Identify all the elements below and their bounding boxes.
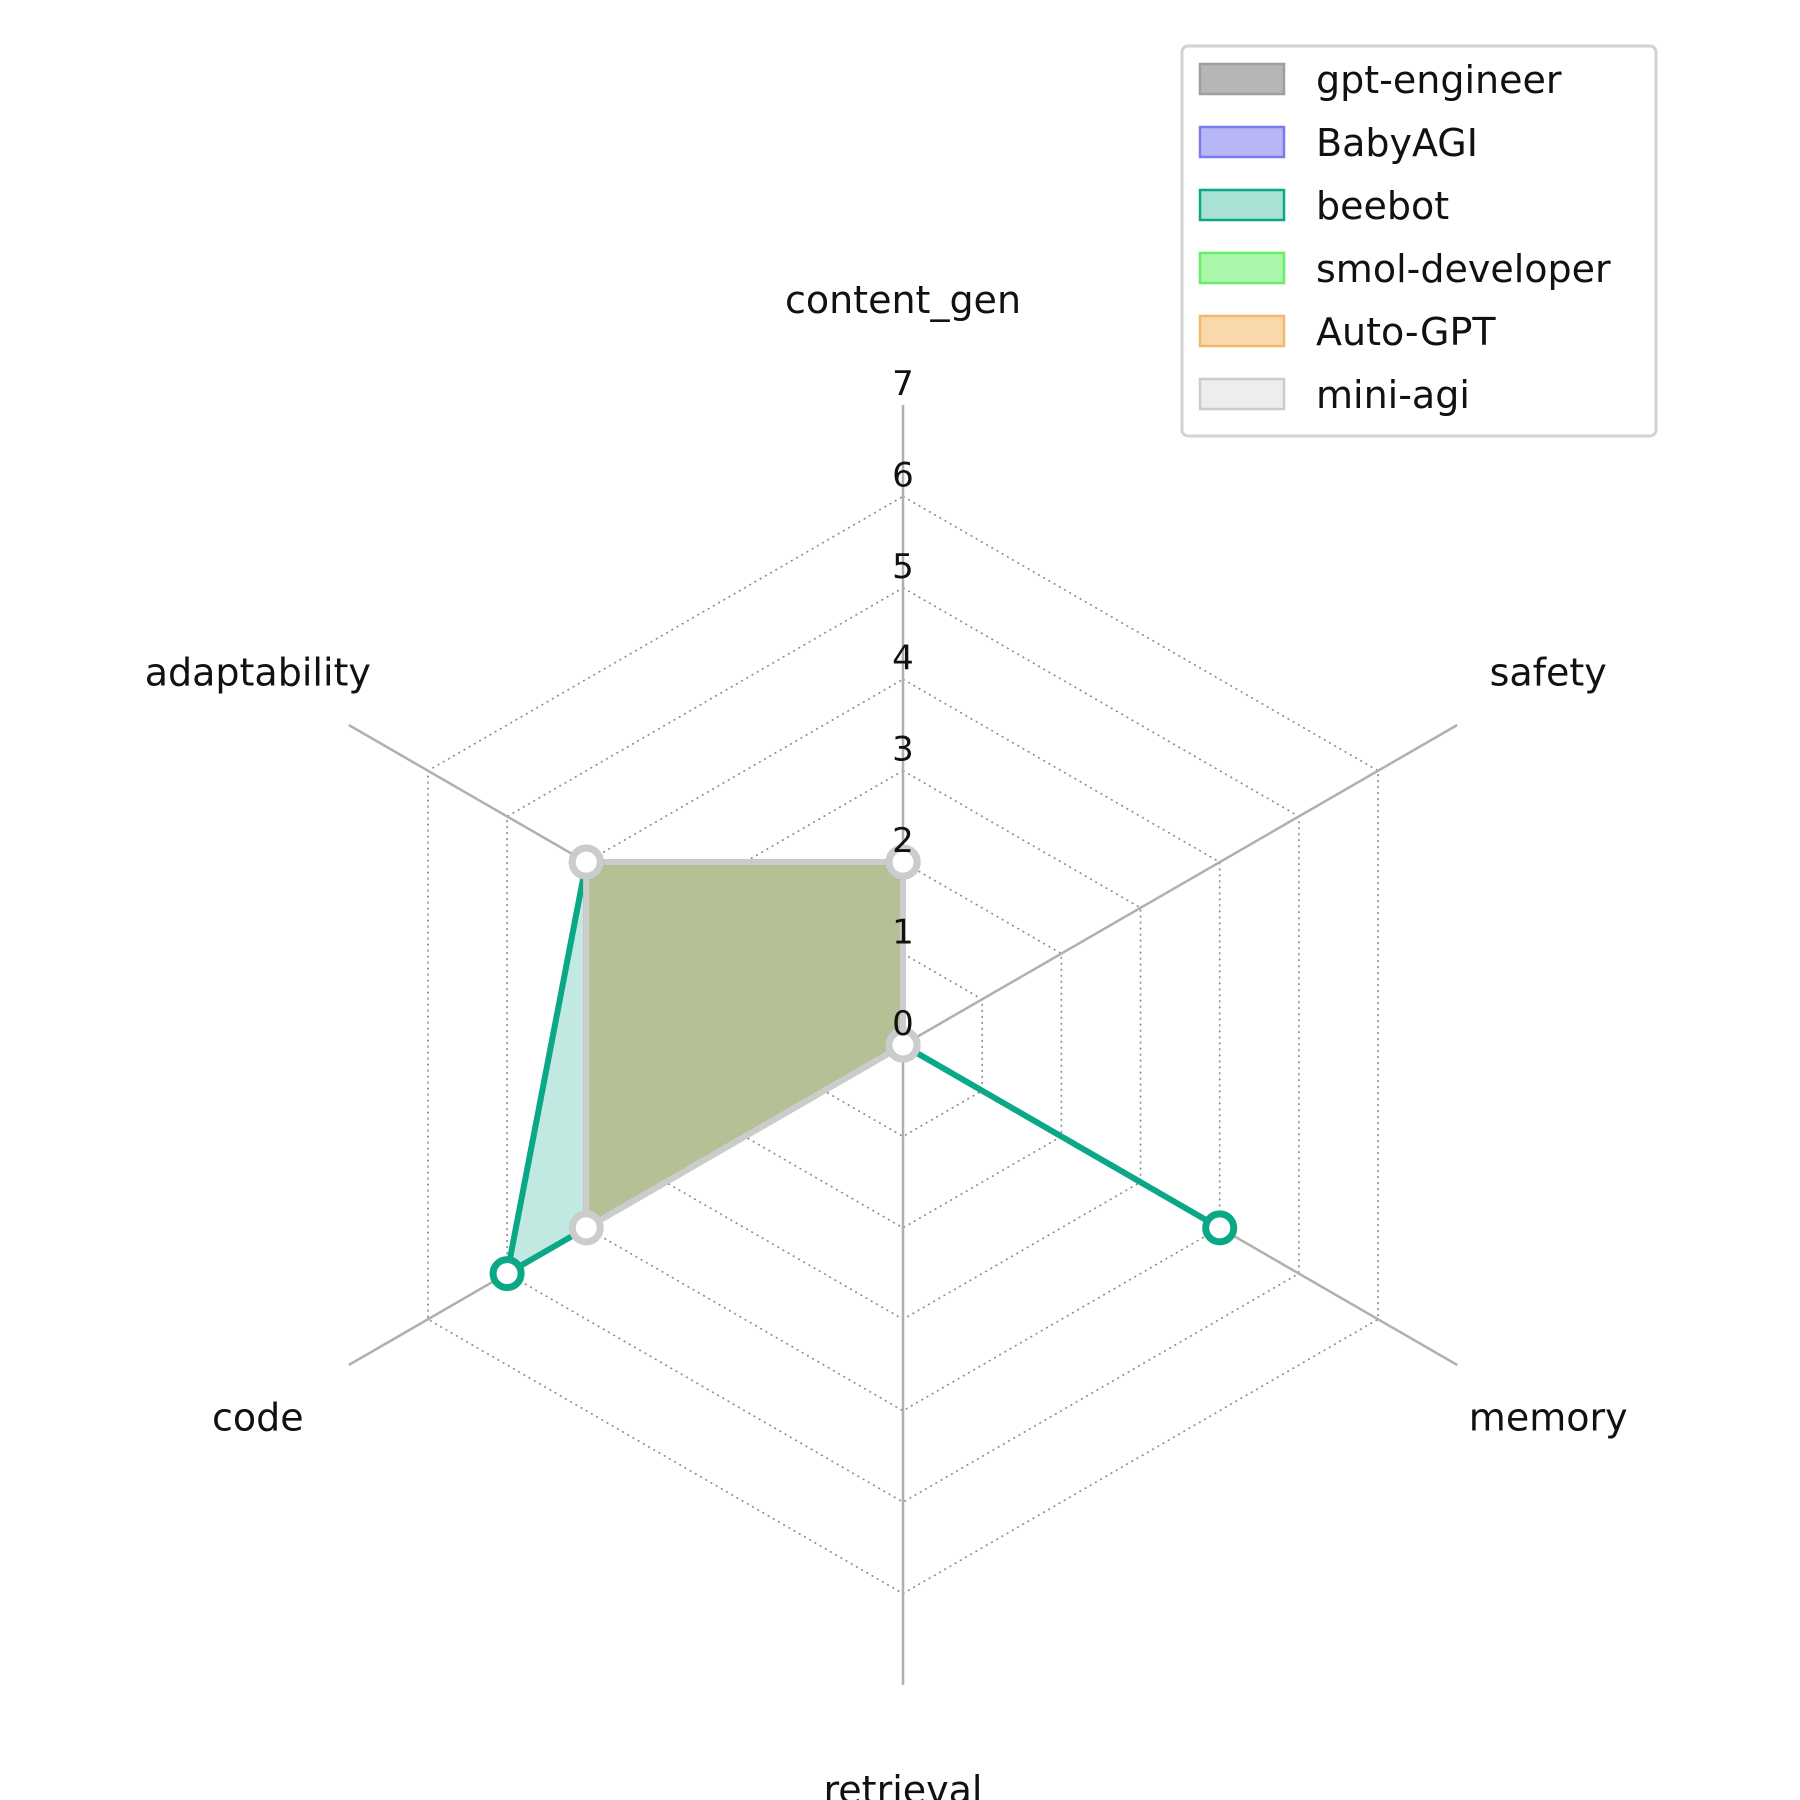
r-tick-label-7: 7 — [892, 364, 914, 404]
legend-label-mini-agi: mini-agi — [1316, 373, 1470, 417]
series-point-mini-agi-retrieval — [885, 1027, 921, 1063]
series-point-mini-agi-content_gen — [885, 844, 921, 880]
legend-swatch-smol-developer — [1198, 251, 1286, 285]
axis-label-safety: safety — [1490, 651, 1607, 695]
series-point-beebot-memory — [1202, 1210, 1238, 1246]
series-area-gpt-engineer — [586, 862, 903, 1228]
r-tick-label-3: 3 — [892, 730, 914, 770]
legend-swatch-mini-agi — [1198, 377, 1286, 411]
axis-label-retrieval: retrieval — [824, 1768, 983, 1800]
series-point-mini-agi-code — [568, 1210, 604, 1246]
series-area-Auto-GPT — [586, 862, 903, 1228]
legend-label-BabyAGI: BabyAGI — [1316, 121, 1478, 165]
axis-label-code: code — [212, 1396, 304, 1440]
series-point-beebot-code — [489, 1256, 525, 1292]
axis-label-adaptability: adaptability — [145, 651, 371, 695]
r-tick-label-4: 4 — [892, 638, 914, 678]
series-area-smol-developer — [586, 862, 903, 1228]
legend-label-beebot: beebot — [1316, 184, 1449, 228]
r-tick-label-1: 1 — [892, 913, 914, 953]
legend-label-Auto-GPT: Auto-GPT — [1316, 310, 1496, 354]
series-point-mini-agi-adaptability — [568, 844, 604, 880]
legend-frame — [1180, 44, 1658, 438]
r-tick-label-6: 6 — [892, 455, 914, 495]
radar-series — [489, 844, 1238, 1292]
axis-spoke-safety — [902, 723, 1458, 1047]
axis-label-content_gen: content_gen — [785, 278, 1021, 322]
axis-label-memory: memory — [1469, 1396, 1628, 1440]
r-tick-label-5: 5 — [892, 547, 914, 587]
legend-items: gpt-engineer BabyAGI beebot smol-developer A… — [1198, 58, 1611, 417]
legend-label-gpt-engineer: gpt-engineer — [1316, 58, 1562, 102]
legend-swatch-BabyAGI — [1198, 125, 1286, 159]
series-area-BabyAGI — [586, 862, 903, 1228]
legend-swatch-beebot — [1198, 188, 1286, 222]
series-area-mini-agi — [586, 862, 903, 1228]
legend-swatch-gpt-engineer — [1198, 62, 1286, 96]
legend-swatch-Auto-GPT — [1198, 314, 1286, 348]
legend-label-smol-developer: smol-developer — [1316, 247, 1611, 291]
legend: gpt-engineer BabyAGI beebot smol-developer A… — [1180, 44, 1658, 438]
r-tick-label-2: 2 — [892, 821, 914, 861]
r-tick-label-0: 0 — [892, 1004, 914, 1044]
